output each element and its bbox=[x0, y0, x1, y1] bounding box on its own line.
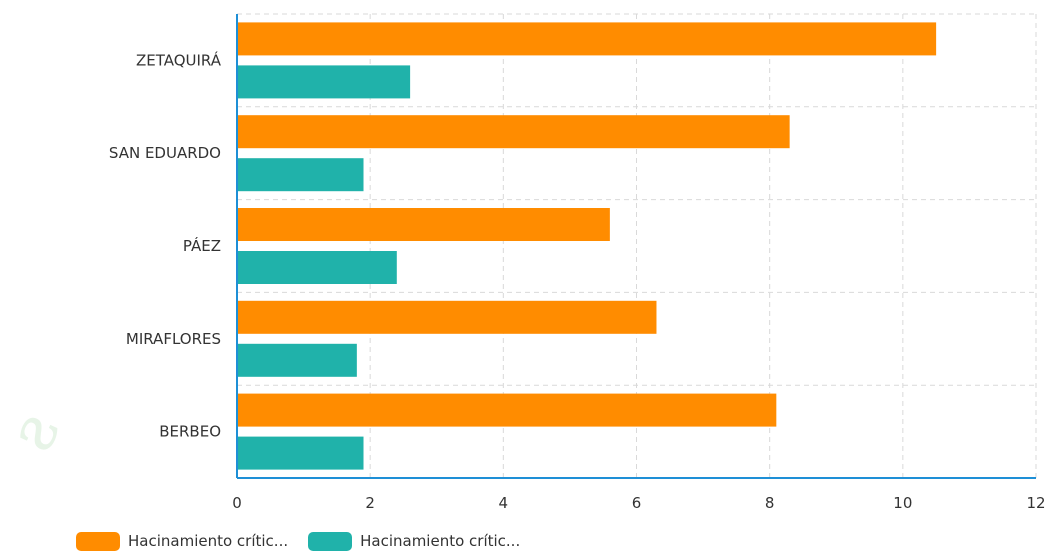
bars bbox=[237, 22, 937, 470]
bar-2-3 bbox=[237, 343, 357, 377]
x-tick-label-5: 10 bbox=[893, 494, 912, 512]
legend: Hacinamiento crític... Hacinamiento crít… bbox=[76, 529, 540, 553]
gridlines bbox=[237, 13, 1037, 478]
axes bbox=[236, 14, 1036, 479]
legend-item-series-1[interactable]: Hacinamiento crític... bbox=[76, 531, 289, 551]
category-label-3: MIRAFLORES bbox=[126, 330, 221, 348]
bar-2-2 bbox=[237, 251, 397, 284]
legend-swatch-series-2 bbox=[308, 531, 353, 551]
legend-label-series-1: Hacinamiento crític... bbox=[128, 532, 289, 550]
bar-2-4 bbox=[237, 436, 364, 470]
x-tick-labels: 0 2 4 6 8 10 12 bbox=[232, 494, 1045, 512]
x-tick-label-3: 6 bbox=[632, 494, 642, 512]
bar-2-0 bbox=[237, 65, 411, 99]
bar-1-1 bbox=[237, 115, 790, 149]
x-tick-label-4: 8 bbox=[765, 494, 775, 512]
bar-2-1 bbox=[237, 158, 364, 192]
bar-1-2 bbox=[237, 208, 610, 241]
category-label-4: BERBEO bbox=[159, 423, 221, 441]
x-tick-label-0: 0 bbox=[232, 494, 242, 512]
category-label-2: PÁEZ bbox=[183, 236, 221, 255]
x-tick-label-6: 12 bbox=[1026, 494, 1045, 512]
bar-chart: ZETAQUIRÁ SAN EDUARDO PÁEZ MIRAFLORES BERBEO… bbox=[109, 13, 1046, 512]
category-label-0: ZETAQUIRÁ bbox=[136, 50, 222, 69]
bar-1-4 bbox=[237, 393, 777, 427]
category-label-1: SAN EDUARDO bbox=[109, 144, 221, 162]
legend-label-series-2: Hacinamiento crític... bbox=[360, 532, 521, 550]
legend-item-series-2[interactable]: Hacinamiento crític... bbox=[308, 531, 521, 551]
x-tick-label-2: 4 bbox=[499, 494, 509, 512]
category-labels: ZETAQUIRÁ SAN EDUARDO PÁEZ MIRAFLORES BERBEO bbox=[109, 50, 222, 440]
x-tick-label-1: 2 bbox=[365, 494, 375, 512]
bar-1-3 bbox=[237, 300, 657, 334]
bar-1-0 bbox=[237, 22, 937, 56]
legend-swatch-series-1 bbox=[76, 531, 120, 551]
